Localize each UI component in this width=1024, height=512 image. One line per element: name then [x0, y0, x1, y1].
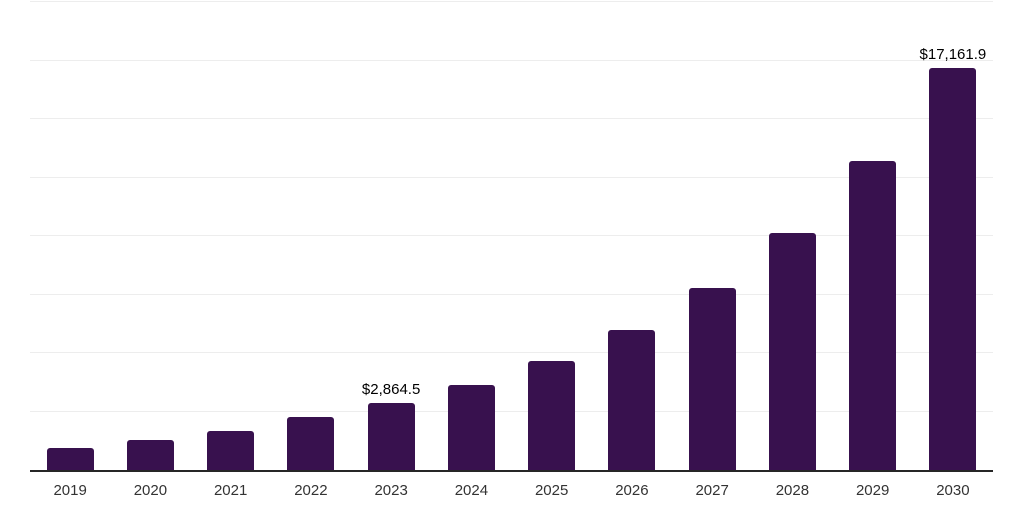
gridline	[30, 118, 993, 119]
bar-band-2027	[672, 2, 752, 470]
x-tick-label-2023: 2023	[374, 482, 408, 499]
gridline	[30, 293, 993, 295]
gridline	[30, 1, 993, 2]
x-tick-label-2026: 2026	[615, 482, 649, 499]
x-tick-label-2027: 2027	[695, 482, 729, 499]
bar-2028	[768, 232, 816, 470]
x-tick-label-2028: 2028	[775, 482, 810, 499]
x-tick-label-2025: 2025	[534, 482, 569, 499]
plot-area: $2,864.5 $17,161.9	[30, 1, 993, 472]
bar-2020	[126, 440, 174, 470]
bar-2029	[849, 161, 897, 470]
gridline	[30, 410, 993, 412]
bar-band-2020	[110, 2, 190, 470]
data-label-2023: $2,864.5	[361, 380, 421, 398]
bar-band-2029	[833, 2, 913, 470]
bar-band-2025	[512, 2, 592, 470]
gridline	[30, 59, 993, 61]
bar-2023	[367, 402, 415, 470]
bar-2022	[287, 416, 335, 470]
bar-band-2030: $17,161.9	[913, 2, 993, 470]
x-tick-label-2029: 2029	[855, 482, 890, 499]
bar-band-2021	[191, 2, 271, 470]
bar-band-2026	[592, 2, 672, 470]
bar-2024	[447, 385, 495, 470]
data-label-2030: $17,161.9	[919, 46, 987, 64]
x-tick-label-2020: 2020	[133, 482, 168, 499]
bar-2025	[528, 361, 576, 470]
x-tick-label-2022: 2022	[294, 482, 328, 499]
bar-2019	[46, 447, 94, 470]
bar-band-2024	[431, 2, 511, 470]
bar-2027	[688, 287, 736, 470]
bar-2030	[929, 68, 977, 470]
gridline	[30, 235, 993, 236]
x-tick-label-2019: 2019	[53, 482, 87, 499]
x-tick-label-2024: 2024	[454, 482, 489, 499]
bar-2026	[608, 329, 656, 470]
bar-2021	[207, 431, 255, 470]
gridline	[30, 176, 993, 178]
x-tick-label-2030: 2030	[936, 482, 970, 499]
bar-band-2019	[30, 2, 110, 470]
bar-band-2028	[752, 2, 832, 470]
gridline	[30, 352, 993, 353]
bar-series: $2,864.5 $17,161.9	[30, 2, 993, 470]
x-axis-line	[30, 470, 993, 472]
x-tick-label-2021: 2021	[213, 482, 248, 499]
bar-band-2023: $2,864.5	[351, 2, 431, 470]
bar-band-2022	[271, 2, 351, 470]
x-axis-tick-labels: 2019 2020 2021 2022 2023 2024 2025 2026 2027 2028…	[30, 481, 993, 501]
